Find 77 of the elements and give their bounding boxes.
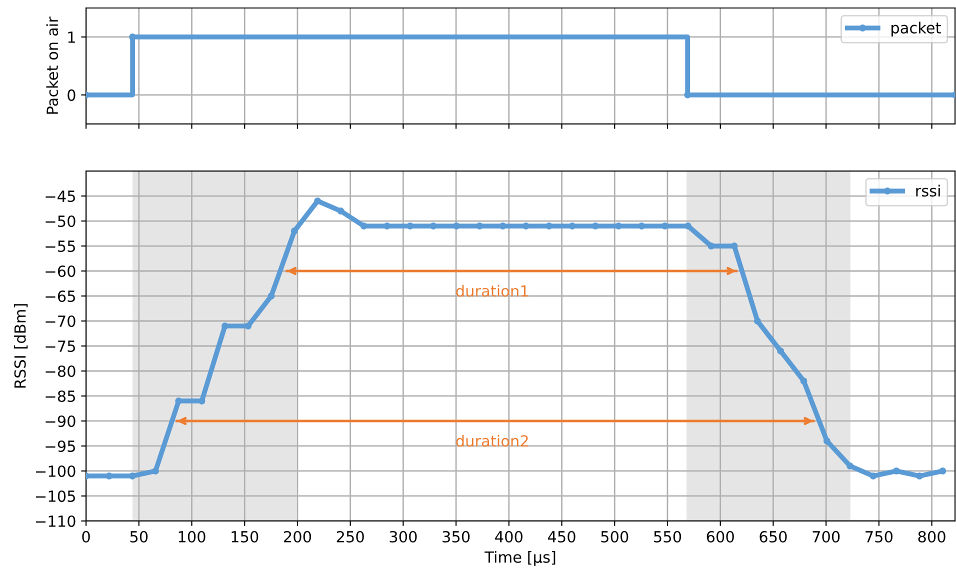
y-tick-label: −70 bbox=[46, 315, 76, 328]
legend-label: packet bbox=[892, 22, 941, 37]
x-tick-label: 750 bbox=[866, 530, 892, 543]
point bbox=[453, 222, 460, 230]
y-axis-title: Packet on air bbox=[46, 16, 58, 114]
point bbox=[499, 222, 506, 230]
point bbox=[730, 242, 738, 250]
y-tick-label: 0 bbox=[68, 89, 76, 101]
point bbox=[106, 472, 113, 480]
x-tick-label: 650 bbox=[760, 530, 787, 543]
point bbox=[708, 242, 715, 250]
point bbox=[290, 228, 298, 234]
x-tick-label: 350 bbox=[442, 530, 470, 543]
point bbox=[430, 222, 437, 230]
y-tick-label: −90 bbox=[46, 415, 76, 428]
x-tick-label: 50 bbox=[130, 530, 148, 543]
y-tick-label: −55 bbox=[46, 240, 75, 252]
annotation: duration1 bbox=[456, 284, 528, 297]
y-tick-label: −65 bbox=[46, 290, 75, 302]
point bbox=[337, 208, 344, 214]
point bbox=[800, 378, 808, 384]
point bbox=[823, 438, 830, 444]
y-axis-title: RSSI [dBm] bbox=[14, 304, 28, 388]
y-tick-label: −60 bbox=[46, 265, 76, 278]
y-tick-label: −45 bbox=[46, 190, 75, 202]
x-tick-label: 0 bbox=[82, 530, 90, 543]
point bbox=[128, 472, 136, 480]
y-tick-label: −80 bbox=[46, 365, 76, 378]
annotation: duration2 bbox=[456, 434, 528, 447]
x-tick-label: 400 bbox=[495, 530, 522, 543]
point bbox=[568, 222, 576, 230]
point bbox=[661, 222, 668, 230]
x-tick-label: 500 bbox=[601, 530, 628, 543]
point bbox=[546, 222, 553, 230]
x-tick-label: 250 bbox=[336, 530, 364, 543]
point bbox=[754, 318, 761, 324]
point bbox=[592, 222, 599, 230]
point bbox=[268, 292, 275, 300]
x-tick-label: 600 bbox=[706, 530, 734, 543]
point bbox=[916, 472, 923, 480]
y-tick-label: −75 bbox=[46, 340, 75, 352]
x-tick-label: 550 bbox=[654, 530, 682, 543]
x-tick-label: 800 bbox=[918, 530, 946, 543]
y-tick-label: −110 bbox=[36, 515, 76, 527]
x-axis-title: Time [µs] bbox=[484, 551, 556, 566]
x-tick-label: 300 bbox=[390, 530, 417, 543]
y-tick-label: −50 bbox=[46, 215, 76, 228]
x-tick-label: 200 bbox=[284, 530, 312, 543]
point bbox=[360, 222, 368, 230]
point bbox=[615, 222, 622, 230]
y-tick-label: −85 bbox=[46, 390, 75, 402]
point bbox=[384, 222, 390, 230]
point bbox=[198, 398, 206, 404]
y-tick-label: −105 bbox=[36, 490, 75, 502]
y-tick-label: −95 bbox=[46, 440, 75, 452]
point bbox=[406, 222, 414, 230]
x-tick-label: 100 bbox=[178, 530, 206, 543]
x-tick-label: 150 bbox=[232, 530, 258, 543]
point bbox=[939, 468, 946, 474]
x-tick-label: 450 bbox=[548, 530, 576, 543]
point bbox=[846, 462, 854, 470]
point bbox=[221, 322, 228, 330]
point bbox=[870, 472, 877, 480]
point bbox=[244, 322, 252, 330]
point bbox=[522, 222, 530, 230]
point bbox=[314, 198, 322, 204]
y-tick-label: 1 bbox=[68, 32, 75, 43]
point bbox=[684, 222, 692, 230]
point bbox=[777, 348, 784, 354]
point bbox=[892, 468, 900, 474]
point bbox=[638, 222, 646, 230]
x-tick-label: 700 bbox=[812, 530, 840, 543]
point bbox=[175, 398, 182, 404]
point bbox=[476, 222, 484, 230]
legend-label: rssi bbox=[916, 184, 940, 197]
y-tick-label: −100 bbox=[36, 465, 76, 478]
point bbox=[152, 468, 159, 474]
